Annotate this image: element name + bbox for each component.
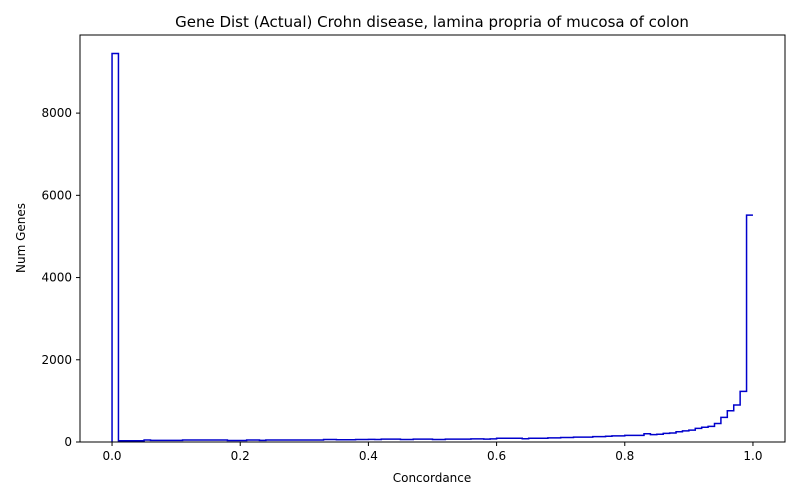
x-tick-label: 0.4 <box>359 449 378 463</box>
y-axis-label: Num Genes <box>14 203 28 273</box>
x-axis-label: Concordance <box>393 471 472 485</box>
x-tick-label: 0.6 <box>487 449 506 463</box>
y-axis: 0 2000 4000 6000 8000 <box>41 106 80 449</box>
y-tick-label: 0 <box>64 435 72 449</box>
axes-frame <box>79 34 786 443</box>
y-tick-label: 6000 <box>41 188 72 202</box>
y-tick-label: 8000 <box>41 106 72 120</box>
plot-area <box>79 34 786 443</box>
x-axis: 0.0 0.2 0.4 0.6 0.8 1.0 <box>102 442 763 463</box>
y-tick-label: 2000 <box>41 353 72 367</box>
x-tick-label: 0.8 <box>615 449 634 463</box>
x-tick-label: 1.0 <box>743 449 762 463</box>
series-step-line <box>111 52 753 442</box>
y-tick-label: 4000 <box>41 271 72 285</box>
chart-title: Gene Dist (Actual) Crohn disease, lamina… <box>175 13 689 31</box>
x-tick-label: 0.0 <box>102 449 121 463</box>
x-tick-label: 0.2 <box>231 449 250 463</box>
